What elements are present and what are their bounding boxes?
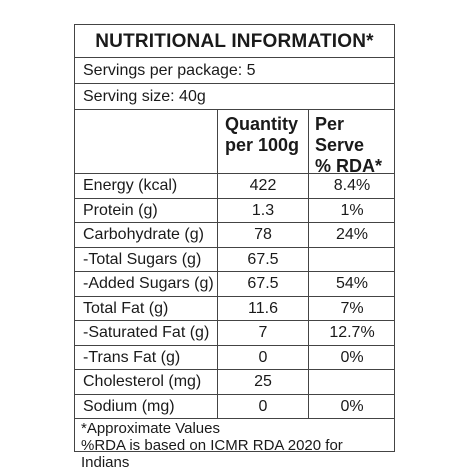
nutrient-name: Sodium (mg)	[83, 397, 175, 415]
quantity-value: 11.6	[248, 299, 278, 317]
table-header: Quantity per 100g Per Serve % RDA*	[75, 110, 394, 177]
nutrient-name: Total Fat (g)	[83, 299, 169, 317]
quantity-value: 25	[254, 373, 272, 390]
footnote-rda-basis: %RDA is based on ICMR RDA 2020 for India…	[81, 437, 343, 471]
rda-column-header: Per Serve % RDA*	[315, 114, 394, 177]
quantity-value: 422	[249, 177, 277, 194]
quantity-column-header: Quantity per 100g	[225, 114, 299, 156]
quantity-value: 0	[258, 348, 268, 366]
nutrient-name: Protein (g)	[83, 201, 158, 219]
table-row: -Trans Fat (g) 0 0%	[75, 346, 394, 370]
quantity-header-line1: Quantity	[225, 114, 299, 134]
table-row: Energy (kcal) 422 8.4%	[75, 174, 394, 199]
quantity-value: 78	[254, 226, 272, 243]
table-row: -Saturated Fat (g) 7 12.7%	[75, 321, 394, 346]
footnote-approximate: *Approximate Values	[81, 420, 220, 437]
table-row: -Total Sugars (g) 67.5	[75, 248, 394, 272]
rda-value: 0%	[340, 348, 364, 366]
nutrition-label-panel: NUTRITIONAL INFORMATION* Servings per pa…	[74, 24, 395, 471]
rda-value: 8.4%	[333, 177, 371, 194]
footnotes: *Approximate Values %RDA is based on ICM…	[75, 419, 394, 471]
nutrient-name: -Saturated Fat (g)	[83, 324, 210, 341]
label-title: NUTRITIONAL INFORMATION*	[75, 25, 394, 58]
rda-header-line2: % RDA*	[315, 156, 383, 176]
table-row: Sodium (mg) 0 0%	[75, 395, 394, 419]
nutrient-name: -Trans Fat (g)	[83, 348, 181, 366]
nutrient-name: -Total Sugars (g)	[83, 250, 202, 268]
serving-size: Serving size: 40g	[75, 84, 394, 110]
nutrient-name: Energy (kcal)	[83, 177, 178, 194]
table-row: Total Fat (g) 11.6 7%	[75, 297, 394, 321]
rda-value: 0%	[340, 397, 364, 415]
rda-value: 12.7%	[329, 324, 375, 341]
quantity-value: 67.5	[247, 275, 279, 292]
rda-value: 54%	[335, 275, 369, 292]
table-row: Carbohydrate (g) 78 24%	[75, 223, 394, 248]
quantity-value: 0	[258, 397, 268, 415]
column-divider-1	[217, 110, 218, 418]
column-divider-2	[308, 110, 309, 418]
quantity-header-line2: per 100g	[225, 135, 300, 155]
table-row: Cholesterol (mg) 25	[75, 370, 394, 395]
rda-value: 1%	[340, 201, 364, 219]
rda-header-line1: Per Serve	[315, 114, 365, 155]
quantity-value: 1.3	[251, 201, 275, 219]
rda-value: 7%	[340, 299, 364, 317]
nutrient-name: Cholesterol (mg)	[83, 373, 202, 390]
table-row: Protein (g) 1.3 1%	[75, 199, 394, 223]
servings-per-package: Servings per package: 5	[75, 58, 394, 84]
quantity-value: 67.5	[247, 250, 279, 268]
rda-value: 24%	[335, 226, 369, 243]
nutrient-name: Carbohydrate (g)	[83, 226, 204, 243]
nutrient-name: -Added Sugars (g)	[83, 275, 214, 292]
quantity-value: 7	[258, 324, 268, 341]
table-row: -Added Sugars (g) 67.5 54%	[75, 272, 394, 297]
